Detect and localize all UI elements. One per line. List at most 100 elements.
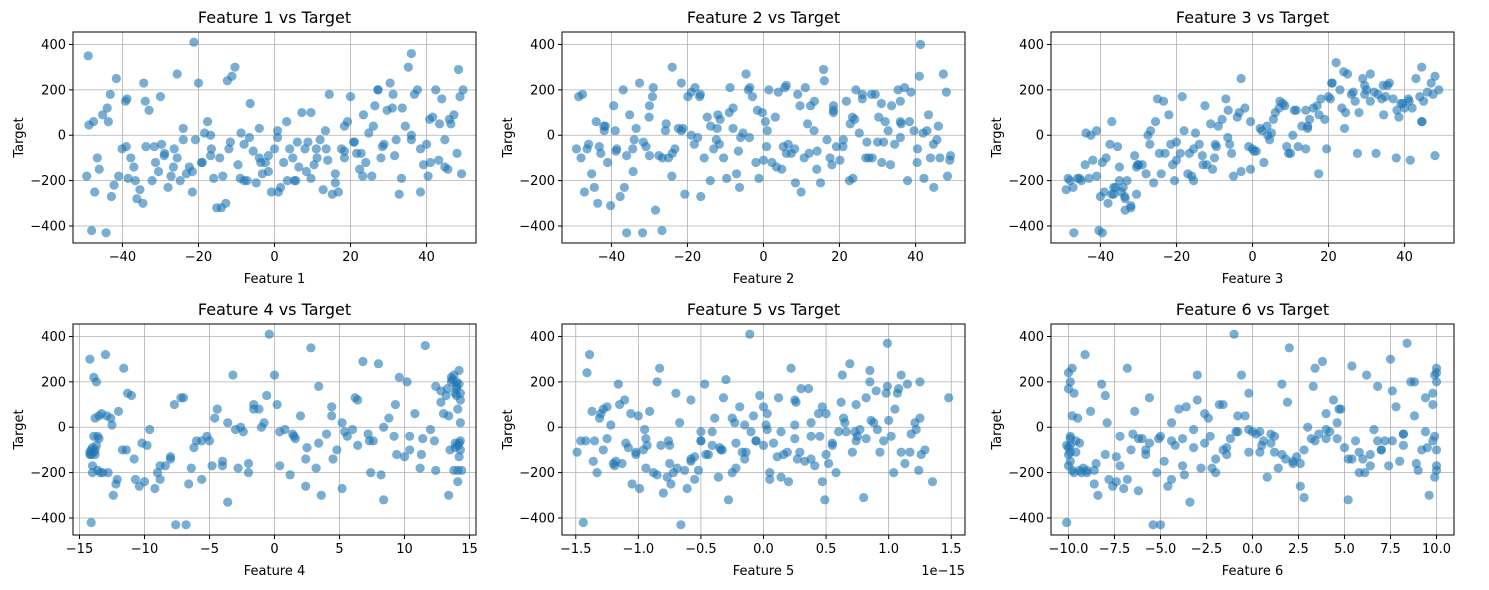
x-offset-label: 1e−15 <box>921 564 965 579</box>
scatter-point <box>851 85 861 95</box>
scatter-point <box>126 390 137 401</box>
scatter-point <box>929 182 939 193</box>
scatter-point <box>379 422 389 432</box>
scatter-point <box>233 160 243 170</box>
scatter-point <box>92 153 102 163</box>
scatter-point <box>1179 126 1189 136</box>
x-tick-label: 1.0 <box>878 542 899 557</box>
scatter-point <box>358 356 368 367</box>
scatter-point <box>376 153 386 163</box>
scatter-point <box>845 359 855 369</box>
x-tick-label: 20 <box>342 250 359 265</box>
scatter-point <box>312 153 322 163</box>
scatter-point <box>918 128 928 138</box>
scatter-point <box>113 406 124 416</box>
scatter-point <box>431 85 441 95</box>
scatter-point <box>1325 94 1336 104</box>
scatter-point <box>712 123 722 134</box>
scatter-point <box>584 350 595 360</box>
x-axis-label: Feature 3 <box>1222 272 1284 287</box>
y-axis-label: Target <box>990 409 1005 450</box>
scatter-point <box>1245 117 1256 127</box>
scatter-point <box>1159 456 1169 466</box>
scatter-point <box>1398 98 1408 109</box>
scatter-point <box>666 479 676 489</box>
y-tick-label: 0 <box>547 421 555 436</box>
scatter-point <box>852 431 862 441</box>
scatter-point <box>1164 110 1174 120</box>
scatter-point <box>321 144 331 154</box>
scatter-point <box>741 447 751 457</box>
scatter-point <box>243 458 254 469</box>
scatter-point <box>333 187 343 197</box>
scatter-point <box>1148 520 1158 530</box>
scatter-point <box>728 123 738 134</box>
scatter-point <box>885 160 896 170</box>
scatter-point <box>1339 123 1350 134</box>
scatter-point <box>823 458 834 469</box>
scatter-point <box>815 431 825 441</box>
y-axis-label: Target <box>12 409 27 450</box>
scatter-point <box>457 465 467 475</box>
scatter-point <box>1100 390 1110 401</box>
scatter-point <box>294 162 304 172</box>
scatter-point <box>245 98 255 109</box>
scatter-point <box>1282 397 1293 407</box>
scatter-point <box>731 438 741 448</box>
scatter-point <box>1288 130 1298 140</box>
scatter-point <box>821 409 831 419</box>
x-tick-label: 0.5 <box>816 542 837 557</box>
scatter-point <box>1365 461 1375 471</box>
scatter-point <box>696 436 706 446</box>
scatter-point <box>765 474 775 485</box>
scatter-point <box>1069 228 1079 238</box>
scatter-point <box>130 474 140 485</box>
scatter-point <box>1231 427 1241 437</box>
scatter-point <box>405 431 415 441</box>
scatter-point <box>1273 463 1283 473</box>
scatter-point <box>256 422 267 432</box>
scatter-point <box>1192 395 1202 405</box>
scatter-point <box>1266 438 1276 448</box>
scatter-point <box>1174 404 1184 414</box>
scatter-point <box>665 458 675 469</box>
scatter-point <box>1310 436 1320 446</box>
scatter-point <box>911 424 921 435</box>
scatter-point <box>282 176 293 186</box>
scatter-point <box>103 117 113 127</box>
scatter-point <box>782 447 792 457</box>
scatter-point <box>1073 413 1083 423</box>
scatter-point <box>1418 96 1429 106</box>
scatter-point <box>239 139 249 149</box>
scatter-point <box>425 157 435 168</box>
scatter-point <box>1209 153 1220 163</box>
scatter-point <box>1166 418 1177 428</box>
scatter-point <box>451 381 462 391</box>
scatter-point <box>202 117 213 127</box>
scatter-point <box>941 87 951 97</box>
scatter-point <box>1361 370 1372 380</box>
scatter-point <box>1062 440 1072 450</box>
scatter-point <box>1171 155 1182 165</box>
scatter-point <box>1119 483 1129 494</box>
x-tick-label: 0.0 <box>1242 542 1263 557</box>
scatter-point <box>1257 440 1267 450</box>
x-tick-label: 5 <box>335 542 343 557</box>
scatter-point <box>1259 157 1269 168</box>
scatter-point <box>272 126 283 136</box>
scatter-point <box>1426 78 1436 88</box>
scatter-point <box>456 169 467 179</box>
scatter-point <box>1334 404 1344 414</box>
scatter-point <box>1169 176 1180 186</box>
scatter-point <box>611 146 621 156</box>
y-tick-label: −400 <box>30 219 66 234</box>
scatter-point <box>175 176 185 186</box>
scatter-point <box>1321 409 1331 419</box>
scatter-point <box>806 454 816 464</box>
y-tick-label: 0 <box>1036 421 1044 436</box>
scatter-point <box>658 488 668 498</box>
scatter-point <box>861 393 871 403</box>
scatter-point <box>695 92 705 102</box>
scatter-point <box>1152 468 1162 478</box>
scatter-point <box>727 413 737 423</box>
